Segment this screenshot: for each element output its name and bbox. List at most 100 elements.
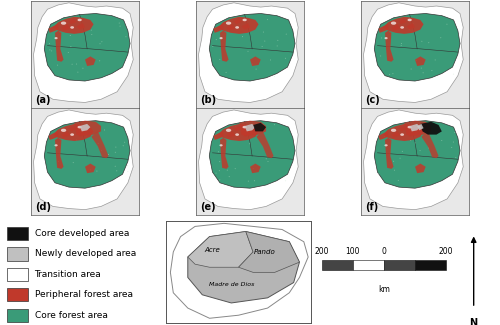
Ellipse shape bbox=[384, 37, 388, 39]
Polygon shape bbox=[392, 24, 400, 31]
Polygon shape bbox=[34, 110, 133, 210]
Bar bbox=[384, 260, 415, 270]
Text: (c): (c) bbox=[364, 95, 380, 105]
Circle shape bbox=[221, 27, 222, 28]
Polygon shape bbox=[240, 121, 266, 136]
Circle shape bbox=[266, 158, 267, 159]
Ellipse shape bbox=[408, 126, 412, 128]
Circle shape bbox=[216, 39, 217, 40]
Circle shape bbox=[410, 69, 412, 70]
Text: Madre de Dios: Madre de Dios bbox=[208, 282, 254, 287]
Circle shape bbox=[446, 24, 448, 25]
Polygon shape bbox=[378, 131, 388, 140]
Circle shape bbox=[90, 169, 91, 170]
Ellipse shape bbox=[220, 37, 222, 39]
Text: Core developed area: Core developed area bbox=[34, 229, 129, 238]
Text: N: N bbox=[470, 318, 478, 325]
Polygon shape bbox=[76, 23, 85, 30]
Text: Acre: Acre bbox=[204, 247, 220, 253]
Circle shape bbox=[235, 126, 236, 127]
Circle shape bbox=[402, 151, 403, 152]
Polygon shape bbox=[220, 31, 228, 62]
Bar bbox=[8, 288, 28, 301]
Polygon shape bbox=[374, 14, 460, 81]
Circle shape bbox=[249, 143, 250, 144]
Bar bbox=[353, 260, 384, 270]
Polygon shape bbox=[55, 31, 64, 62]
Circle shape bbox=[381, 37, 382, 38]
Polygon shape bbox=[44, 121, 130, 188]
Ellipse shape bbox=[242, 19, 247, 21]
Circle shape bbox=[409, 29, 410, 30]
Circle shape bbox=[398, 180, 399, 181]
Circle shape bbox=[242, 36, 243, 37]
Ellipse shape bbox=[226, 129, 231, 132]
Circle shape bbox=[416, 131, 417, 133]
Circle shape bbox=[219, 59, 220, 60]
Circle shape bbox=[410, 140, 411, 141]
Polygon shape bbox=[250, 56, 260, 66]
Bar bbox=[322, 260, 353, 270]
Polygon shape bbox=[76, 130, 85, 137]
Polygon shape bbox=[383, 17, 424, 34]
Polygon shape bbox=[210, 121, 295, 188]
Circle shape bbox=[76, 63, 77, 65]
Polygon shape bbox=[234, 19, 241, 24]
Circle shape bbox=[72, 162, 74, 163]
Circle shape bbox=[412, 23, 414, 24]
Circle shape bbox=[91, 34, 92, 35]
Circle shape bbox=[127, 165, 128, 166]
Polygon shape bbox=[226, 24, 235, 31]
Circle shape bbox=[90, 30, 92, 31]
Ellipse shape bbox=[235, 133, 239, 136]
Polygon shape bbox=[198, 110, 298, 210]
Polygon shape bbox=[406, 23, 415, 30]
Ellipse shape bbox=[220, 144, 222, 146]
Circle shape bbox=[408, 132, 409, 133]
Text: (f): (f) bbox=[364, 202, 378, 212]
Polygon shape bbox=[417, 124, 424, 130]
Ellipse shape bbox=[70, 133, 74, 136]
Polygon shape bbox=[214, 24, 223, 33]
Polygon shape bbox=[218, 17, 258, 34]
Text: Pando: Pando bbox=[254, 249, 276, 255]
Polygon shape bbox=[55, 138, 64, 169]
Polygon shape bbox=[385, 138, 394, 169]
Text: (b): (b) bbox=[200, 95, 216, 105]
Text: km: km bbox=[378, 285, 390, 293]
Ellipse shape bbox=[391, 129, 396, 132]
Circle shape bbox=[227, 170, 228, 171]
Ellipse shape bbox=[54, 37, 58, 39]
Text: 200: 200 bbox=[439, 247, 454, 256]
Polygon shape bbox=[188, 231, 253, 267]
Text: 200: 200 bbox=[314, 247, 329, 256]
Bar bbox=[8, 247, 28, 261]
Polygon shape bbox=[220, 138, 228, 169]
Ellipse shape bbox=[391, 21, 396, 25]
Circle shape bbox=[254, 180, 255, 181]
Ellipse shape bbox=[78, 19, 82, 21]
Circle shape bbox=[394, 170, 395, 171]
Circle shape bbox=[219, 161, 220, 162]
Circle shape bbox=[82, 68, 84, 69]
Circle shape bbox=[99, 60, 100, 61]
Polygon shape bbox=[218, 124, 258, 141]
Circle shape bbox=[70, 46, 72, 47]
Circle shape bbox=[219, 170, 220, 171]
Polygon shape bbox=[383, 124, 424, 141]
Circle shape bbox=[264, 41, 266, 42]
Polygon shape bbox=[34, 3, 133, 102]
Ellipse shape bbox=[78, 126, 82, 128]
Polygon shape bbox=[80, 124, 90, 131]
Bar bbox=[415, 260, 446, 270]
Circle shape bbox=[252, 64, 253, 65]
Text: Newly developed area: Newly developed area bbox=[34, 250, 136, 258]
Circle shape bbox=[380, 56, 381, 57]
Text: (d): (d) bbox=[34, 202, 50, 212]
Circle shape bbox=[244, 134, 246, 135]
Circle shape bbox=[274, 124, 275, 125]
Circle shape bbox=[248, 181, 249, 182]
Polygon shape bbox=[253, 123, 266, 131]
Polygon shape bbox=[85, 163, 96, 173]
Ellipse shape bbox=[226, 21, 231, 25]
